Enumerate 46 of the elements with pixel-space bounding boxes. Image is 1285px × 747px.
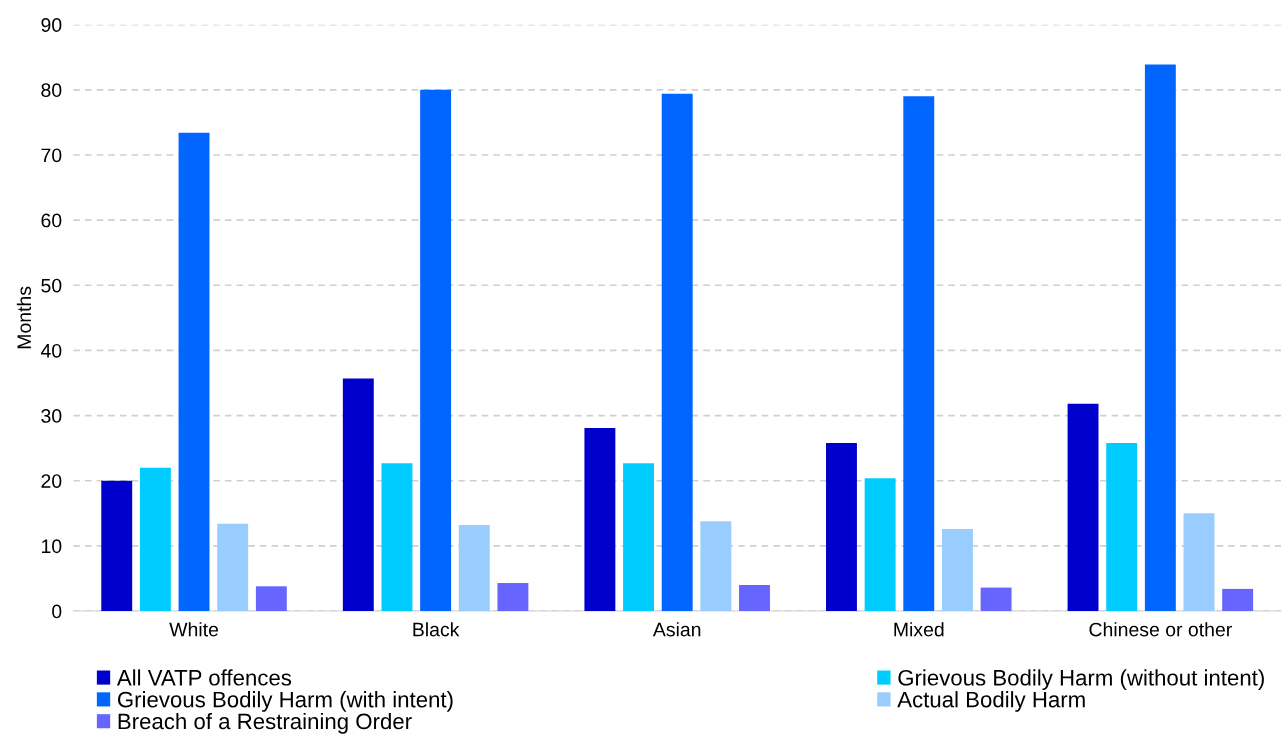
bar	[1106, 442, 1138, 612]
bar	[1222, 588, 1254, 612]
legend-label: Actual Bodily Harm	[897, 691, 1085, 712]
y-tick-label: 0	[52, 604, 62, 619]
y-tick-label: 90	[41, 18, 62, 32]
x-tick-label: Black	[413, 622, 460, 637]
legend-label: Grievous Bodily Harm (with intent)	[117, 691, 453, 712]
bar	[381, 463, 413, 612]
x-tick-label: White	[169, 622, 219, 637]
bar	[941, 528, 973, 612]
y-tick-label: 60	[41, 213, 62, 228]
bar	[101, 480, 133, 612]
bar	[342, 378, 374, 612]
bar	[1183, 513, 1215, 612]
bar	[1067, 403, 1099, 612]
x-tick-label: Asian	[652, 622, 701, 637]
bar	[584, 427, 616, 612]
bar	[178, 132, 210, 612]
bar	[826, 442, 857, 612]
bar	[700, 521, 732, 612]
legend-label: Grievous Bodily Harm (without intent)	[898, 669, 1264, 691]
x-tick-label: Chinese or other	[1089, 622, 1232, 637]
y-tick-label: 50	[41, 278, 62, 293]
bar	[980, 587, 1012, 612]
bar	[255, 586, 287, 612]
x-tick-label: Mixed	[894, 622, 944, 637]
bar	[217, 523, 249, 612]
y-tick-label: 10	[41, 539, 62, 554]
y-tick-label: 70	[41, 148, 62, 163]
y-tick-label: 20	[41, 474, 62, 488]
bar	[458, 525, 490, 612]
bar	[739, 584, 770, 612]
bar	[497, 583, 529, 612]
y-tick-label: 30	[41, 409, 62, 423]
bar	[623, 463, 654, 612]
bar	[903, 96, 935, 612]
bar	[420, 89, 452, 612]
y-axis-title: Months	[16, 286, 32, 349]
legend-label: All VATP offences	[116, 669, 292, 686]
legend-label: Breach of a Restraining Order	[118, 712, 412, 734]
bar	[1144, 64, 1176, 612]
bar	[864, 478, 896, 612]
y-tick-label: 40	[40, 343, 62, 358]
bar	[661, 93, 693, 612]
y-tick-label: 80	[41, 83, 62, 98]
bar	[139, 467, 171, 612]
